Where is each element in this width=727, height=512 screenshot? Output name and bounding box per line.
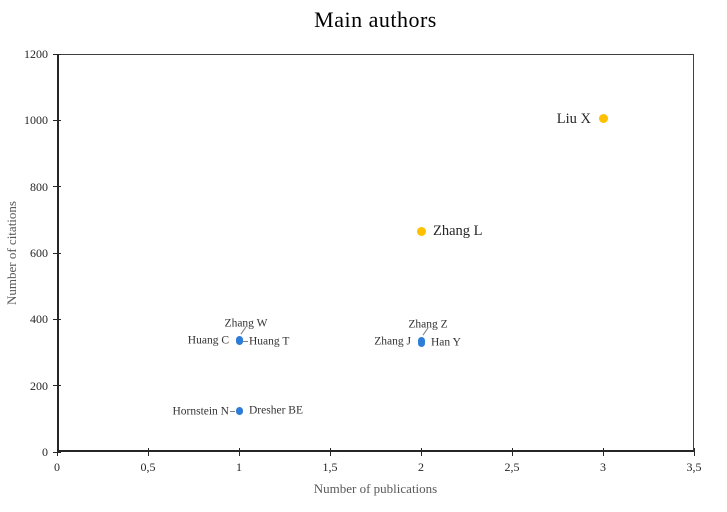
y-tick-label: 800 — [30, 179, 48, 194]
y-tick — [53, 53, 61, 55]
x-tick-label: 3,5 — [686, 460, 702, 474]
data-point-label: Zhang L — [433, 223, 483, 240]
leader-line — [243, 340, 248, 342]
x-tick — [420, 448, 422, 456]
data-point-label: Zhang J — [374, 334, 411, 347]
x-tick — [693, 448, 695, 456]
plot-area — [57, 54, 694, 452]
y-tick-label: 1000 — [24, 113, 48, 128]
data-point — [416, 226, 426, 236]
data-point-label: Huang C — [187, 333, 229, 346]
y-tick-label: 1200 — [24, 47, 48, 61]
x-tick — [511, 448, 513, 456]
x-tick — [147, 448, 149, 456]
y-tick-label: 600 — [30, 246, 48, 260]
x-tick — [238, 448, 240, 456]
data-point — [235, 407, 243, 415]
data-point-label: Dresher BE — [249, 403, 303, 416]
y-tick-label: 0 — [42, 445, 48, 459]
data-point-label: Liu X — [556, 110, 591, 127]
x-tick-label: 2,5 — [504, 460, 520, 474]
x-tick-label: 1,5 — [322, 460, 338, 474]
x-tick-label: 0,5 — [140, 460, 156, 474]
x-axis-title: Number of publications — [313, 481, 438, 496]
x-tick-label: 3 — [600, 460, 606, 474]
chart-title: Main authors — [314, 7, 437, 32]
x-tick-label: 1 — [236, 460, 242, 474]
data-point-label: Hornstein N — [172, 404, 229, 417]
x-tick — [329, 448, 331, 456]
y-tick — [53, 451, 61, 453]
x-tick-label: 0 — [54, 460, 60, 474]
data-point — [417, 339, 425, 347]
x-tick — [602, 448, 604, 456]
y-tick-label: 200 — [30, 378, 48, 393]
y-tick — [53, 318, 61, 320]
data-point-label: Zhang Z — [408, 318, 448, 331]
x-tick-label: 2 — [418, 460, 424, 474]
y-tick — [53, 119, 61, 121]
y-tick — [53, 252, 61, 254]
leader-line — [230, 410, 235, 412]
data-point-label: Huang T — [249, 335, 290, 348]
data-point — [235, 338, 243, 346]
data-point-label: Zhang W — [224, 317, 268, 330]
y-tick — [53, 186, 61, 188]
data-point — [598, 114, 608, 124]
y-tick-label: 400 — [30, 312, 48, 327]
data-point-label: Han Y — [431, 336, 461, 349]
y-tick — [53, 385, 61, 387]
